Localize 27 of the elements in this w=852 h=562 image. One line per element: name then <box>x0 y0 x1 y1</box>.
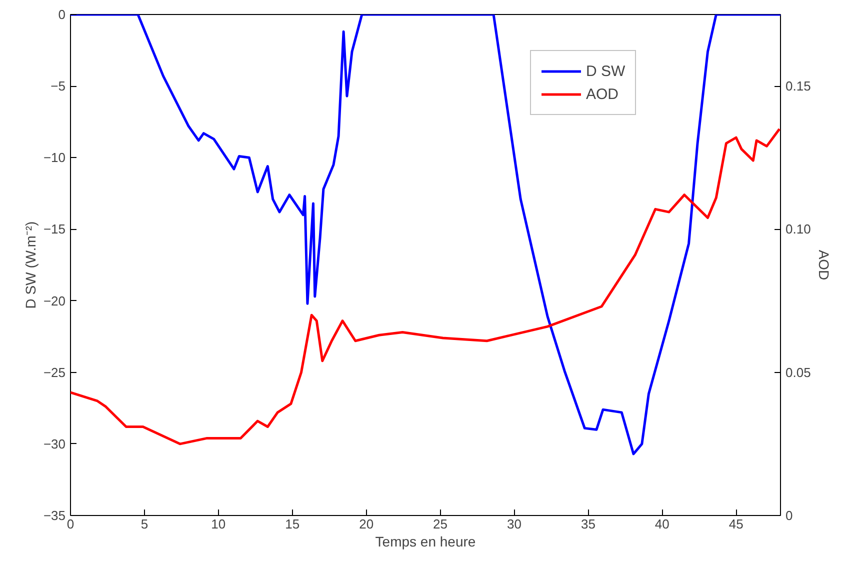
x-tick-label: 30 <box>507 516 522 532</box>
legend-label: AOD <box>586 86 619 102</box>
y2-tick-label: 0.05 <box>786 364 811 380</box>
line-series <box>70 14 780 456</box>
y-tick-label: −30 <box>43 436 66 452</box>
y-tick-label: −10 <box>43 150 66 166</box>
y-tick-label: −25 <box>43 364 66 380</box>
x-tick-label: 35 <box>580 516 596 532</box>
y-tick-label: −35 <box>43 508 66 523</box>
y-tick-label: −5 <box>50 78 66 94</box>
line-series <box>70 128 780 446</box>
y2-axis-title: AOD <box>816 250 832 280</box>
x-tick-label: 15 <box>285 516 300 532</box>
x-tick-label: 20 <box>359 516 374 532</box>
x-tick-label: 25 <box>433 516 448 532</box>
x-tick-label: 5 <box>140 516 148 532</box>
x-tick-label: 40 <box>654 516 670 532</box>
y-tick-label: −15 <box>43 222 66 237</box>
x-axis-title: Temps en heure <box>375 534 476 550</box>
y2-tick-label: 0.15 <box>786 78 811 94</box>
x-tick-label: 45 <box>728 516 744 532</box>
y-axis-title: D SW (W.m⁻²) <box>22 221 38 309</box>
y2-tick-label: 0.10 <box>786 222 811 237</box>
legend-label: D SW <box>586 62 626 80</box>
x-tick-label: 10 <box>211 516 226 532</box>
y-tick-label: −20 <box>43 293 66 308</box>
y-tick-label: 0 <box>58 7 66 22</box>
